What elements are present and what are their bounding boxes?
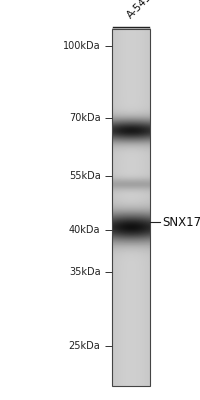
Text: 25kDa: 25kDa — [68, 341, 100, 351]
Text: 55kDa: 55kDa — [68, 171, 100, 181]
Text: SNX17: SNX17 — [161, 216, 200, 228]
Text: 35kDa: 35kDa — [69, 267, 100, 277]
Text: 70kDa: 70kDa — [69, 113, 100, 123]
Text: 40kDa: 40kDa — [69, 225, 100, 235]
Bar — [111, 29, 149, 386]
Text: A-549: A-549 — [125, 0, 153, 21]
Text: 100kDa: 100kDa — [63, 41, 100, 51]
